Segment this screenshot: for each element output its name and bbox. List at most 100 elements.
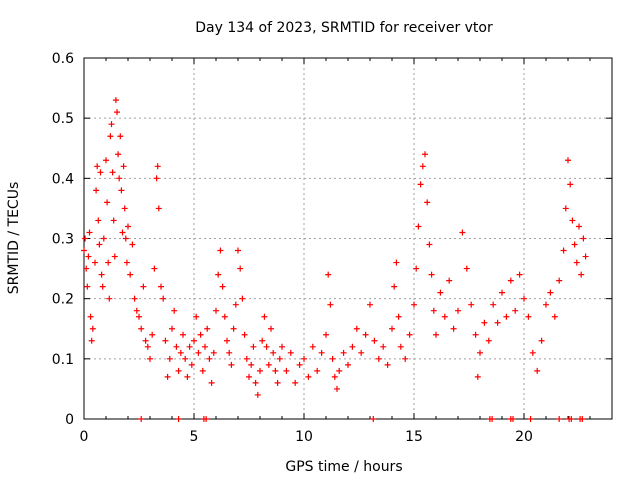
x-tick-label: 0 — [80, 429, 89, 445]
data-point-marker — [221, 313, 228, 320]
data-point-marker — [224, 337, 230, 344]
data-point-marker — [370, 416, 377, 422]
data-point-marker — [164, 373, 171, 380]
data-point-marker — [499, 289, 505, 296]
y-axis-label: SRMTID / TECUs — [6, 182, 22, 295]
data-point-marker — [136, 313, 142, 320]
data-point-marker — [411, 301, 417, 308]
data-point-marker — [327, 301, 334, 308]
data-point-marker — [127, 271, 134, 278]
data-point-marker — [534, 367, 541, 374]
data-point-marker — [353, 325, 360, 332]
x-tick-label: 20 — [515, 429, 533, 445]
data-point-marker — [116, 175, 123, 182]
data-point-marker — [166, 355, 173, 362]
data-point-marker — [340, 349, 347, 356]
data-point-marker — [162, 337, 169, 344]
data-point-marker — [193, 313, 200, 320]
data-point-marker — [393, 259, 400, 266]
data-point-marker — [446, 277, 453, 284]
data-point-marker — [287, 349, 294, 356]
data-point-marker — [305, 373, 312, 380]
data-point-marker — [547, 289, 554, 296]
data-point-marker — [177, 349, 184, 356]
chart-title: Day 134 of 2023, SRMTID for receiver vto… — [195, 20, 493, 36]
data-point-marker — [122, 235, 129, 242]
data-point-marker — [391, 283, 398, 290]
data-point-marker — [579, 416, 586, 422]
data-point-marker — [215, 271, 222, 278]
data-point-marker — [257, 367, 263, 374]
data-point-marker — [243, 355, 250, 362]
data-point-marker — [336, 367, 343, 374]
data-point-marker — [455, 307, 461, 314]
data-point-marker — [375, 355, 382, 362]
data-point-marker — [521, 295, 527, 302]
x-tick-label: 5 — [190, 429, 199, 445]
data-point-marker — [169, 325, 175, 332]
data-point-marker — [97, 169, 104, 176]
data-point-marker — [279, 343, 285, 350]
data-point-marker — [507, 277, 514, 284]
data-point-marker — [516, 271, 523, 278]
data-point-marker — [89, 325, 96, 332]
y-tick-label: 0.5 — [52, 111, 74, 127]
data-point-marker — [459, 229, 466, 236]
data-point-marker — [96, 241, 103, 248]
axis-ticks — [83, 57, 612, 420]
data-point-marker — [228, 361, 235, 368]
data-point-marker — [463, 265, 470, 272]
data-point-marker — [114, 109, 120, 116]
data-point-marker — [173, 343, 180, 350]
data-point-marker — [494, 319, 501, 326]
data-point-marker — [276, 355, 283, 362]
data-point-marker — [104, 199, 111, 206]
data-point-marker — [197, 331, 204, 338]
data-point-marker — [188, 361, 195, 368]
data-point-marker — [81, 247, 87, 254]
data-point-marker — [151, 265, 158, 272]
data-point-marker — [180, 331, 186, 338]
data-point-marker — [349, 343, 356, 350]
data-point-marker — [367, 301, 373, 308]
data-point-marker — [384, 361, 391, 368]
y-tick-label: 0.1 — [52, 352, 74, 368]
data-point-marker — [82, 235, 89, 242]
data-point-marker — [210, 349, 217, 356]
y-tick-label: 0.2 — [52, 292, 74, 308]
data-point-marker — [226, 349, 233, 356]
x-axis-label: GPS time / hours — [285, 459, 402, 475]
data-point-marker — [428, 271, 435, 278]
data-point-marker — [573, 259, 580, 266]
data-point-marker — [208, 379, 215, 386]
data-point-marker — [142, 337, 149, 344]
data-point-marker — [154, 163, 161, 170]
data-point-marker — [325, 271, 332, 278]
data-point-marker — [345, 361, 351, 368]
data-point-marker — [83, 265, 90, 272]
data-point-marker — [100, 235, 107, 242]
data-point-marker — [140, 283, 147, 290]
data-point-marker — [422, 151, 428, 158]
data-point-marker — [206, 355, 213, 362]
data-point-marker — [230, 325, 237, 332]
data-point-marker — [413, 265, 420, 272]
data-point-marker — [195, 349, 202, 356]
data-point-marker — [272, 367, 279, 374]
data-point-marker — [108, 121, 115, 128]
data-point-marker — [261, 313, 268, 320]
data-point-marker — [138, 325, 145, 332]
data-point-marker — [489, 416, 496, 422]
data-point-marker — [110, 217, 117, 224]
data-point-marker — [191, 337, 197, 344]
data-point-marker — [155, 205, 162, 212]
data-point-marker — [301, 355, 307, 362]
data-point-marker — [329, 355, 336, 362]
data-point-marker — [239, 295, 246, 302]
data-point-marker — [123, 259, 130, 266]
data-point-marker — [402, 355, 409, 362]
data-point-marker — [309, 343, 316, 350]
data-point-marker — [331, 373, 338, 380]
data-point-marker — [88, 337, 95, 344]
